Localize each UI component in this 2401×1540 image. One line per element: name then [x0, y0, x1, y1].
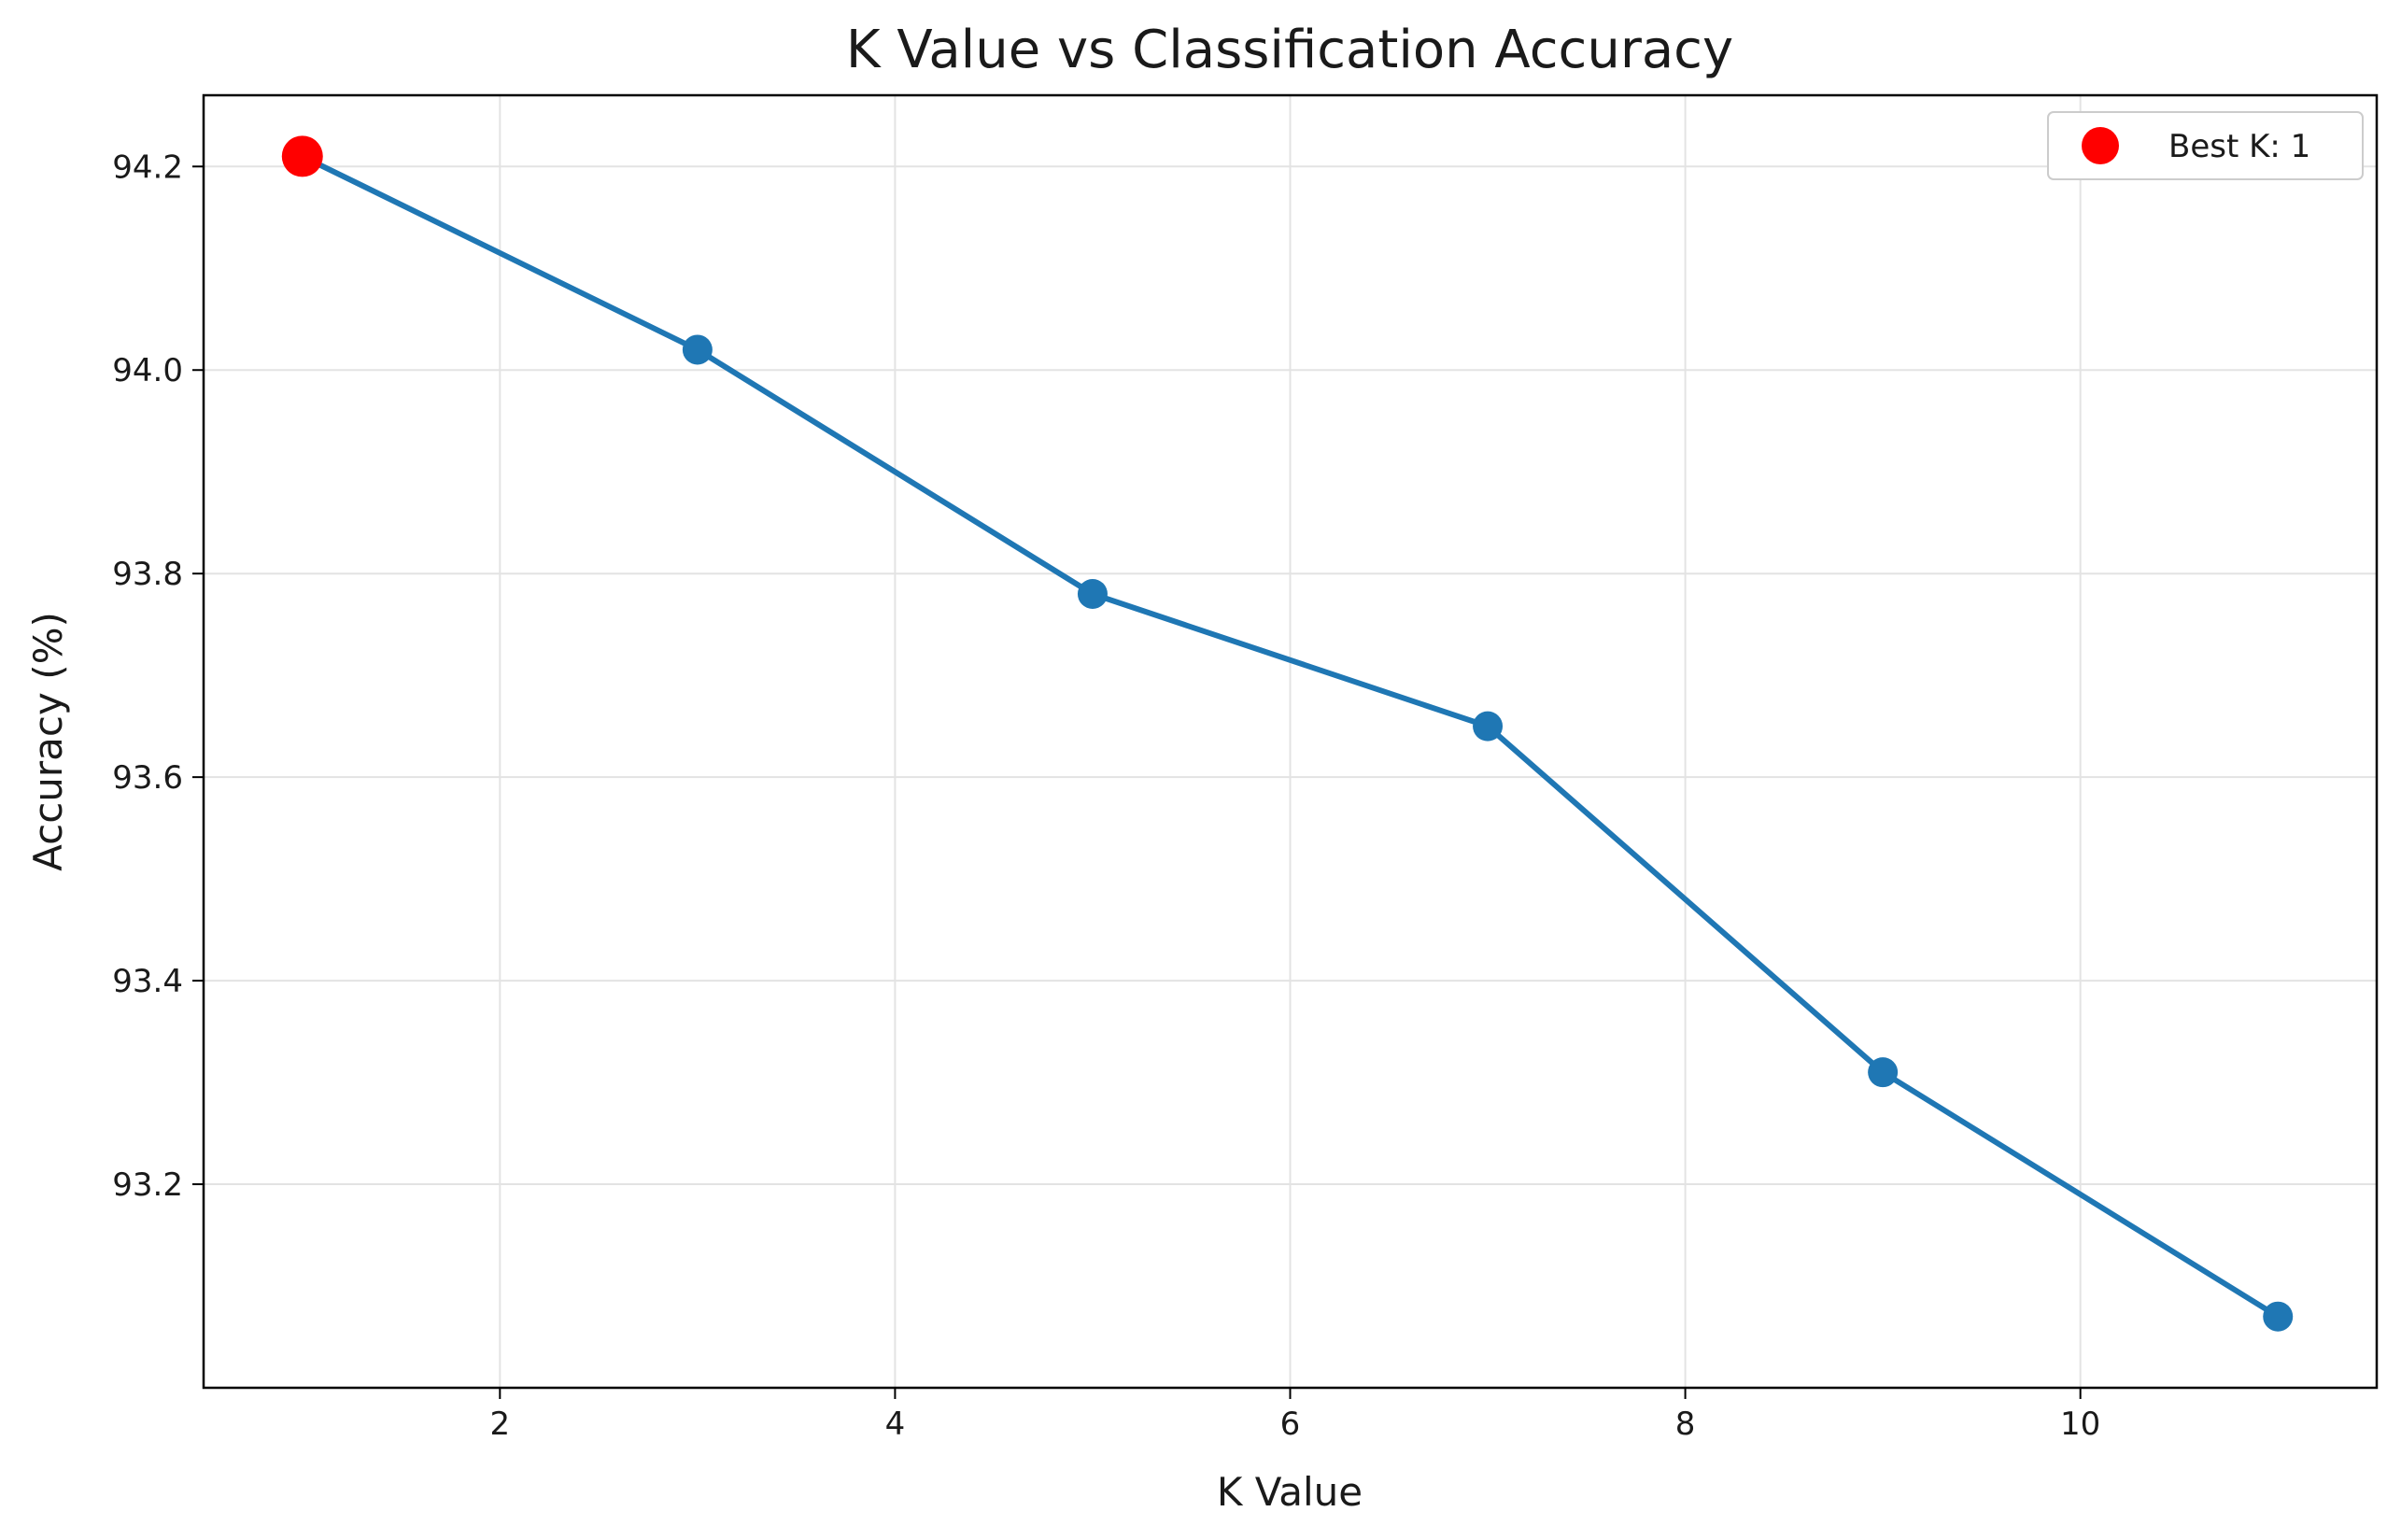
y-tick-label: 93.8: [112, 556, 183, 593]
x-tick-label: 10: [2060, 1406, 2100, 1443]
accuracy-series-line: [301, 153, 2280, 1320]
best-k-marker: [281, 135, 323, 177]
legend-marker-best-k: [2082, 127, 2119, 164]
legend-box: [2047, 111, 2364, 180]
data-point: [1077, 578, 1108, 609]
y-axis-label: Accuracy (%): [25, 612, 71, 871]
y-tick-label: 93.2: [112, 1166, 183, 1204]
x-axis-label: K Value: [1217, 1469, 1363, 1515]
x-tick-label: 2: [489, 1406, 510, 1443]
grid-layer: [204, 95, 2377, 1388]
y-tick-label: 94.2: [112, 148, 183, 186]
legend: Best K: 1: [2047, 111, 2364, 180]
chart-title: K Value vs Classification Accuracy: [846, 20, 1733, 80]
data-point: [2263, 1301, 2294, 1332]
ticks-layer: 2 4 6 8 10 93.2 93.4 93.6 93.8 94.0 94.2: [112, 148, 2100, 1443]
y-tick-label: 93.4: [112, 963, 183, 1000]
x-tick-label: 6: [1280, 1406, 1301, 1443]
plot-area-frame: [202, 93, 2379, 1390]
x-tick-label: 8: [1675, 1406, 1696, 1443]
data-point: [1868, 1057, 1899, 1088]
series-layer: [281, 135, 2294, 1332]
data-point: [682, 334, 713, 365]
y-tick-label: 94.0: [112, 352, 183, 389]
y-tick-label: 93.6: [112, 759, 183, 797]
data-point: [1473, 711, 1504, 742]
legend-label-best-k: Best K: 1: [2168, 128, 2310, 165]
x-tick-label: 4: [885, 1406, 906, 1443]
